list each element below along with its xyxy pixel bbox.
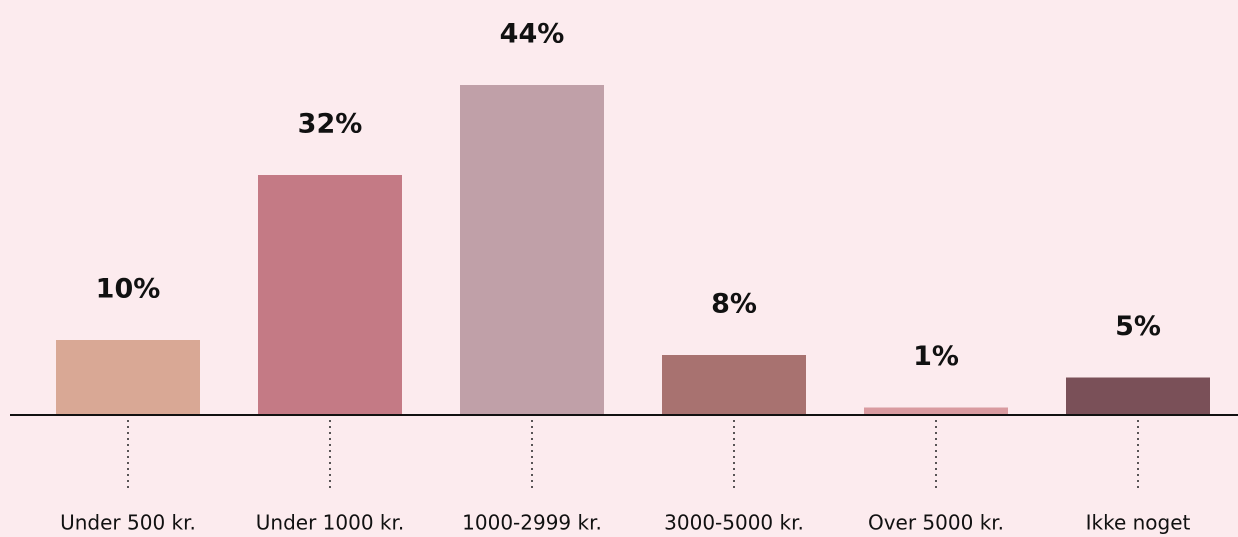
x-tick-label: 1000-2999 kr. [462, 511, 602, 535]
bar [1066, 377, 1210, 415]
x-tick-label: Ikke noget [1086, 511, 1191, 535]
value-label: 44% [500, 19, 565, 50]
bar [258, 175, 402, 415]
value-label: 5% [1115, 311, 1161, 342]
value-label: 8% [711, 289, 757, 320]
x-tick-label: Under 500 kr. [60, 511, 196, 535]
value-label: 32% [298, 109, 363, 140]
value-label: 10% [96, 274, 161, 305]
bar [864, 407, 1008, 415]
x-tick-label: Under 1000 kr. [256, 511, 404, 535]
bar [662, 355, 806, 415]
bar [460, 85, 604, 415]
bar [56, 340, 200, 415]
x-tick-label: Over 5000 kr. [868, 511, 1004, 535]
value-label: 1% [913, 341, 959, 372]
x-tick-label: 3000-5000 kr. [664, 511, 804, 535]
